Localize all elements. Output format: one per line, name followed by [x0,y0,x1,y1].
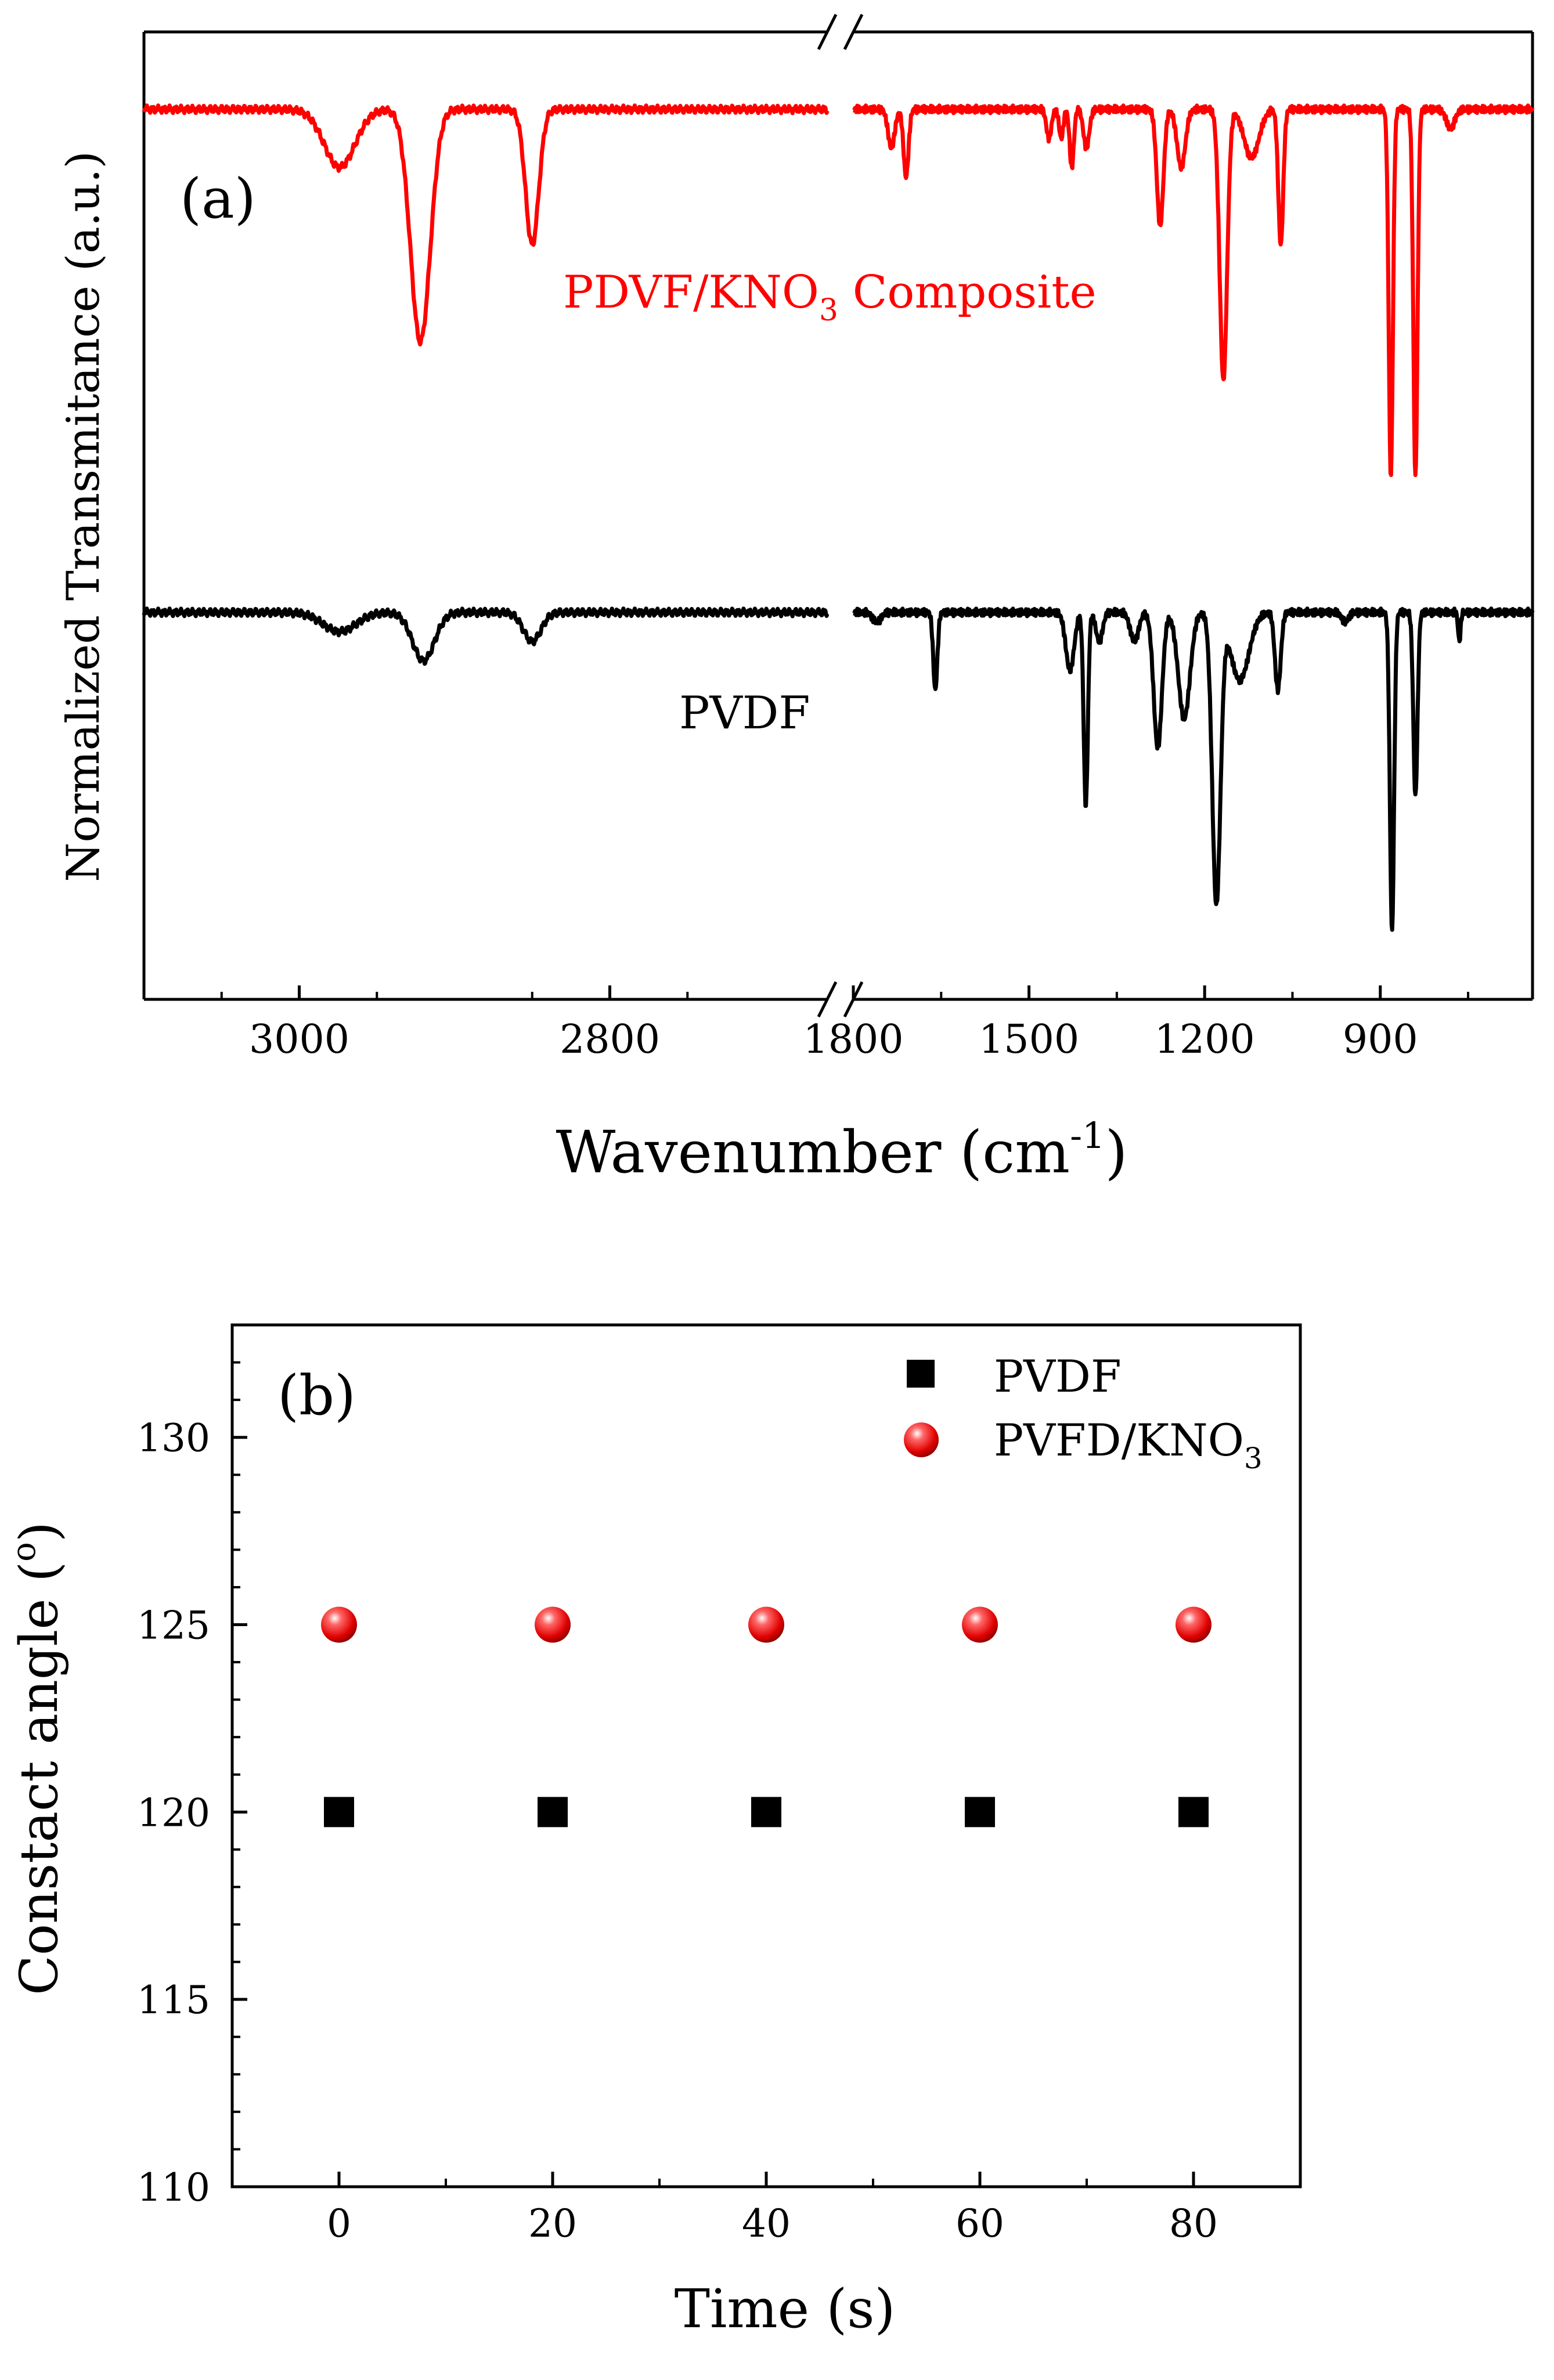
data-point-pvdf [324,1797,354,1828]
panel-a-x-axis-title-main: Wavenumber (cm [556,1118,1070,1186]
panel-b-x-tick-label: 80 [1169,2201,1218,2246]
panel-b-y-axis-title-close: ) [9,1522,70,1542]
panel-b-y-tick-label: 115 [137,1978,210,2023]
data-point-pvdf [965,1797,995,1828]
panel-a-ticks: 3000 2800 1800 1500 1200 900 [220,985,1470,1063]
panel-a: 3000 2800 1800 1500 1200 900 (a) PDVF/KNO3 Co… [57,13,1535,1186]
panel-a-break-mark-top-1 [817,13,838,50]
series-label-pvdf: PVDF [679,687,810,739]
series-label-composite-tail: Composite [838,266,1097,319]
panel-b-x-tick-label: 20 [528,2201,577,2246]
legend-label-composite-main: PVFD/KNO [994,1414,1244,1466]
data-point-composite [962,1606,998,1643]
panel-a-x-tick-label: 1200 [1155,1017,1255,1063]
legend-label-composite-sub: 3 [1244,1442,1263,1475]
panel-a-break-mark-top-2 [843,13,864,50]
panel-a-spectra [142,103,1535,932]
panel-a-x-tick-label: 1800 [803,1017,903,1063]
spectrum-line-0-right [852,103,1535,478]
panel-a-x-axis-title-close: ) [1105,1118,1128,1186]
series-label-composite: PDVF/KNO3 Composite [563,266,1097,328]
legend-marker-composite [904,1422,939,1457]
data-point-composite [748,1606,784,1643]
panel-b-label: (b) [277,1364,356,1428]
panel-b-y-tick-label: 120 [137,1790,210,1835]
series-label-composite-main: PDVF/KNO [563,266,819,319]
panel-b-y-axis-title: Constact angle (o) [5,1522,70,1995]
panel-a-x-axis-title: Wavenumber (cm-1) [556,1114,1127,1186]
panel-a-x-tick-label: 3000 [249,1017,349,1063]
data-point-pvdf [751,1797,781,1828]
spectrum-line-1-right [852,606,1535,932]
legend-label-pvdf: PVDF [994,1350,1122,1402]
data-point-pvdf [538,1797,568,1828]
panel-b: 110 115 120 125 130 0 20 40 60 80 (b) PVDF PVFD/K… [5,1323,1302,2340]
spectrum-line-1-left [142,606,830,666]
legend-marker-pvdf [907,1360,935,1388]
panel-b-ticks: 110 115 120 125 130 0 20 40 60 80 [137,1361,1301,2246]
spectrum-line-0-left [142,103,830,346]
series-label-composite-sub: 3 [819,293,838,328]
panel-b-x-tick-label: 40 [742,2201,791,2246]
panel-b-y-tick-label: 110 [137,2165,210,2210]
panel-b-x-axis-title: Time (s) [675,2278,896,2340]
data-point-pvdf [1178,1797,1209,1828]
panel-a-x-tick-label: 900 [1343,1017,1418,1063]
data-point-composite [1176,1606,1212,1643]
panel-b-y-axis-title-sup: o [5,1542,43,1562]
data-point-composite [535,1606,571,1643]
panel-a-break-mark-bottom-1 [817,981,838,1018]
panel-b-y-axis-title-main: Constact angle ( [9,1562,70,1995]
panel-b-x-tick-label: 60 [956,2201,1004,2246]
panel-b-points [321,1606,1212,1828]
panel-a-label: (a) [180,167,256,231]
panel-b-y-tick-label: 130 [137,1416,210,1461]
panel-a-x-tick-label: 1500 [979,1017,1079,1063]
panel-a-x-tick-label: 2800 [560,1017,660,1063]
legend-label-composite: PVFD/KNO3 [994,1414,1263,1475]
panel-a-x-axis-title-sup: -1 [1070,1114,1105,1157]
panel-b-x-tick-label: 0 [327,2201,351,2246]
panel-b-y-tick-label: 125 [137,1603,210,1648]
data-point-composite [321,1606,357,1643]
panel-a-y-axis-title: Normalized Transmitance (a.u.) [57,151,110,882]
